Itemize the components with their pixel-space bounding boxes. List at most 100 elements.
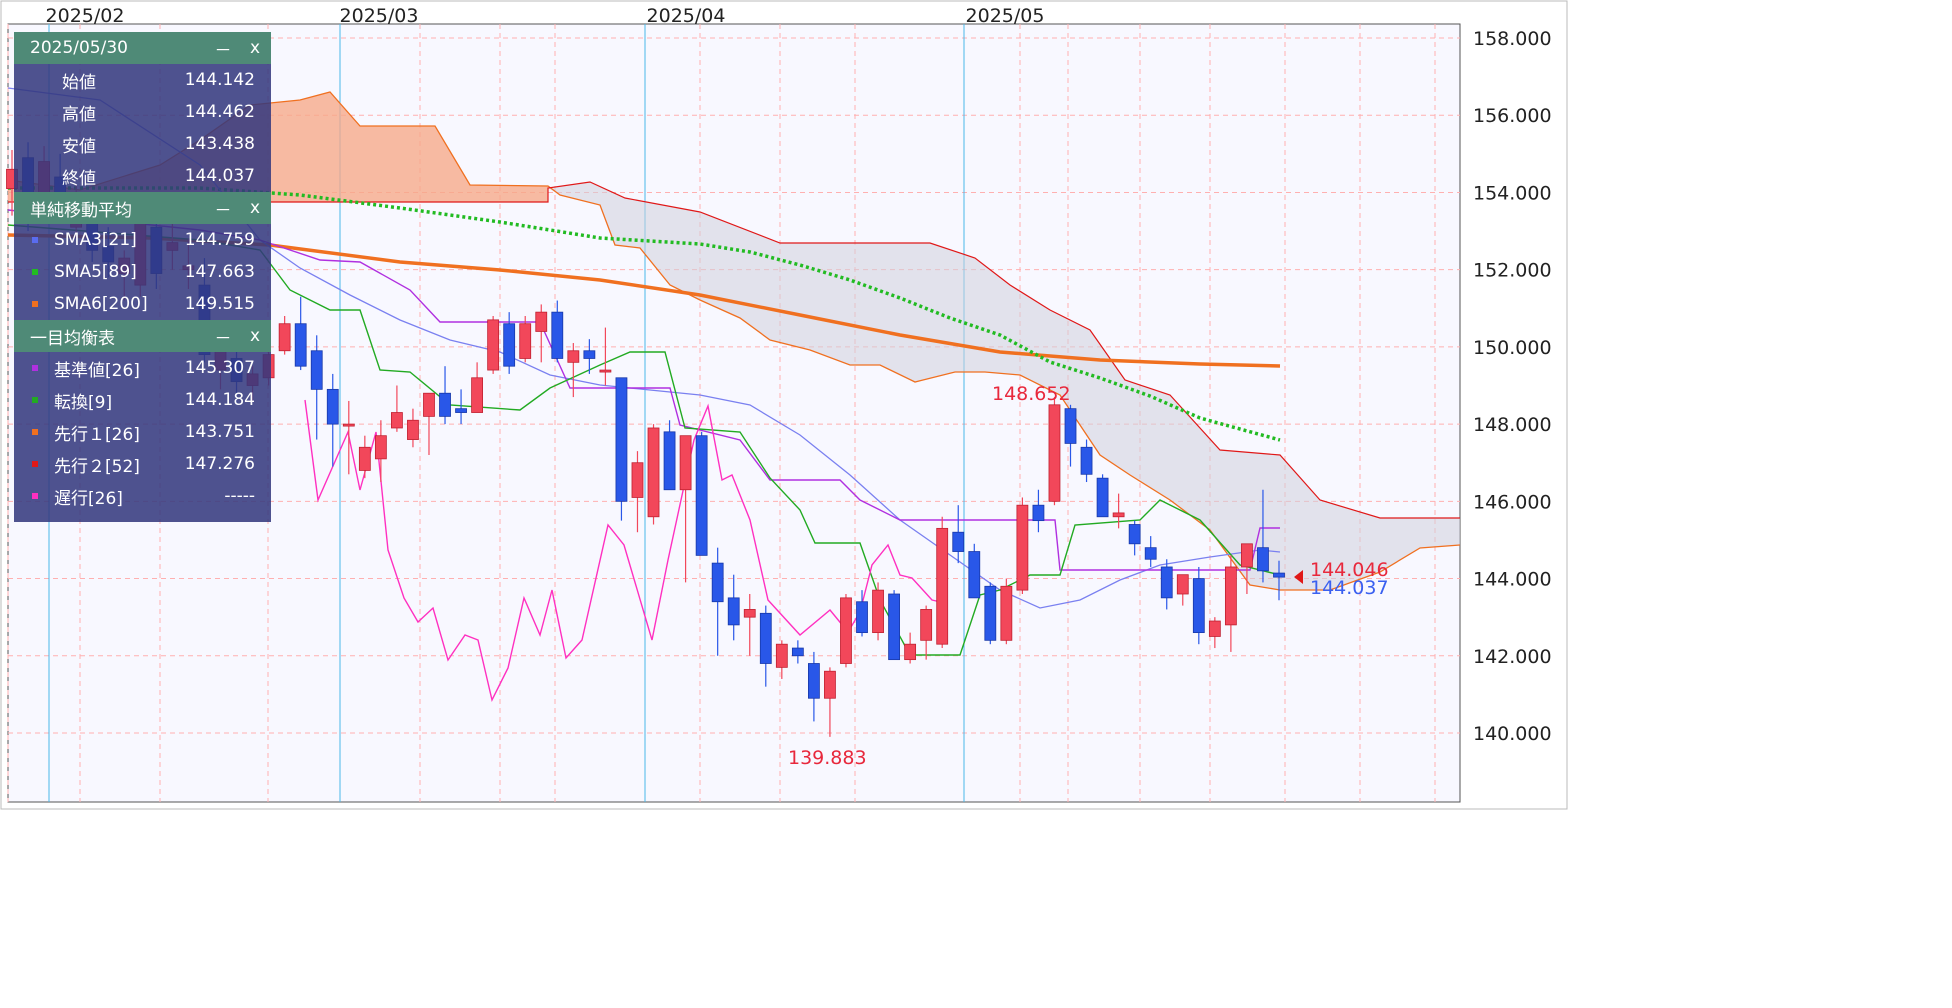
ohlc-header: 2025/05/30 － x xyxy=(14,32,271,64)
candle xyxy=(904,632,917,664)
close-button[interactable]: x xyxy=(249,38,261,58)
candle-body xyxy=(326,388,339,425)
minimize-button[interactable]: － xyxy=(214,40,232,61)
x-tick-label: 2025/05 xyxy=(966,5,1045,27)
close-price-label: 144.037 xyxy=(1310,577,1389,599)
ichimoku-header: 一目均衡表 － x xyxy=(14,320,271,352)
candle xyxy=(824,667,836,737)
close-button[interactable]: x xyxy=(249,326,261,346)
y-tick-label: 146.000 xyxy=(1473,491,1552,513)
candle-body xyxy=(519,323,532,359)
candle-body xyxy=(551,311,564,359)
candle-body xyxy=(1096,477,1109,518)
candle-body xyxy=(1241,543,1253,568)
candle-body xyxy=(807,663,820,699)
candle-body xyxy=(824,670,836,699)
ichimoku-row: 先行２[52] 147.276 xyxy=(14,448,271,480)
tenkan-line xyxy=(7,224,1281,656)
candle xyxy=(695,431,708,556)
candle-body xyxy=(423,392,435,417)
candle-body xyxy=(1032,504,1045,522)
sma21-line xyxy=(7,87,1281,609)
legend-swatch-icon xyxy=(32,461,38,467)
y-axis-labels: 140.000 142.000 144.000 146.000 148.000 150.0… xyxy=(1473,28,1552,745)
candle-body xyxy=(1257,547,1269,572)
legend-swatch-icon xyxy=(32,365,38,371)
legend-swatch-icon xyxy=(32,269,38,275)
legend-swatch-icon xyxy=(32,397,38,403)
ichimoku-value: 144.184 xyxy=(184,390,255,410)
candle xyxy=(791,640,804,664)
candle xyxy=(1241,543,1253,594)
sma-row: SMA5[89] 147.663 xyxy=(14,256,271,288)
candle-body xyxy=(615,377,628,502)
sma-label: SMA6[200] xyxy=(54,294,148,314)
candle xyxy=(663,420,676,491)
sma-row: SMA6[200] 149.515 xyxy=(14,288,271,320)
candle-body xyxy=(1273,572,1285,578)
candle-body xyxy=(407,419,419,440)
ichimoku-row: 転換[9] 144.184 xyxy=(14,384,271,416)
ohlc-label: 安値 xyxy=(62,136,96,157)
ohlc-row-low: 安値 143.438 xyxy=(14,128,271,160)
candle-body xyxy=(487,319,500,371)
ohlc-row-close: 終値 144.037 xyxy=(14,160,271,192)
y-tick-label: 140.000 xyxy=(1473,723,1552,745)
candle xyxy=(759,605,772,687)
sma-value: 144.759 xyxy=(184,230,255,250)
close-button[interactable]: x xyxy=(249,198,261,218)
candle xyxy=(391,385,403,432)
ichimoku-label: 先行１[26] xyxy=(54,424,140,445)
candle xyxy=(1000,578,1013,645)
chikou-line xyxy=(304,399,946,703)
minimize-button[interactable]: － xyxy=(214,200,232,221)
candle xyxy=(439,366,451,425)
candle-body xyxy=(759,612,772,664)
candle-body xyxy=(1064,408,1077,444)
candle-body xyxy=(840,597,852,664)
ichimoku-label: 基準値[26] xyxy=(54,360,140,381)
candle-body xyxy=(1208,620,1221,637)
high-price-label: 148.652 xyxy=(992,383,1071,405)
candle xyxy=(1128,520,1141,556)
candle-body xyxy=(1224,566,1237,626)
candle xyxy=(1048,397,1061,506)
candle xyxy=(423,392,435,455)
candle-body xyxy=(775,643,788,668)
legend-swatch-icon xyxy=(32,429,38,435)
candle xyxy=(407,408,419,448)
ichimoku-value: 145.307 xyxy=(184,358,255,378)
candle xyxy=(743,594,756,656)
y-tick-label: 148.000 xyxy=(1473,414,1552,436)
candle-body xyxy=(679,435,692,491)
candle-body xyxy=(631,462,644,498)
candle xyxy=(503,312,516,374)
candle-body xyxy=(374,435,387,460)
kijun-line xyxy=(7,209,1280,571)
ohlc-label: 高値 xyxy=(62,104,96,125)
candle xyxy=(920,605,933,660)
candle xyxy=(679,435,692,583)
y-tick-label: 152.000 xyxy=(1473,260,1552,282)
candle xyxy=(294,296,307,371)
candle-body xyxy=(599,369,612,373)
ichimoku-row: 遅行[26] ----- xyxy=(14,480,271,512)
x-tick-label: 2025/04 xyxy=(647,5,726,27)
sma89-line xyxy=(8,186,1281,442)
candle xyxy=(872,582,884,641)
candle xyxy=(1208,617,1221,649)
candle xyxy=(1176,574,1189,606)
current-price-marker xyxy=(1294,570,1303,584)
ohlc-date: 2025/05/30 xyxy=(30,38,128,58)
candle xyxy=(952,505,965,564)
minimize-button[interactable]: － xyxy=(214,328,232,349)
candle xyxy=(888,590,900,661)
ichimoku-value: 143.751 xyxy=(184,422,255,442)
candle xyxy=(711,547,724,656)
candle-body xyxy=(1160,566,1173,599)
candle xyxy=(1273,560,1285,601)
candle-body xyxy=(358,446,371,471)
candle xyxy=(326,373,339,467)
senkou-span-b-line xyxy=(8,181,1460,519)
ichimoku-value: ----- xyxy=(224,486,255,506)
